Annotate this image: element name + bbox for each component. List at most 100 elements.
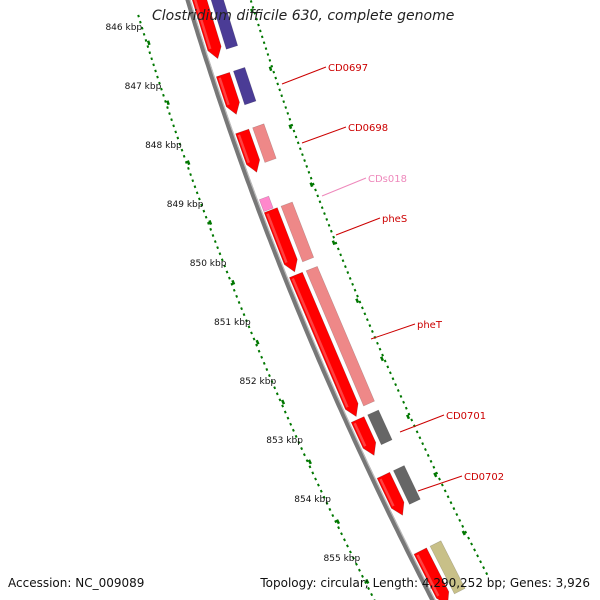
minor-tick <box>139 20 142 24</box>
minor-tick-outer <box>371 330 374 333</box>
minor-tick <box>257 349 261 353</box>
minor-tick <box>291 428 295 432</box>
backbone-line <box>185 0 436 600</box>
minor-tick-outer <box>346 271 350 274</box>
minor-tick <box>184 160 188 164</box>
minor-tick-outer <box>353 288 357 292</box>
minor-tick <box>319 489 323 493</box>
major-tick <box>365 578 370 584</box>
minor-tick <box>195 191 199 195</box>
minor-tick <box>187 167 190 170</box>
cds-arrow-highlight <box>291 278 349 408</box>
minor-tick <box>176 136 180 140</box>
minor-tick <box>334 520 338 524</box>
minor-tick <box>140 26 144 30</box>
minor-tick <box>364 580 367 584</box>
major-tick <box>307 459 312 465</box>
minor-tick-outer <box>394 383 398 387</box>
minor-tick <box>281 404 285 408</box>
tick-label: 848 kbp <box>145 141 182 151</box>
minor-tick-outer <box>404 406 408 410</box>
major-tick <box>231 279 236 285</box>
minor-tick-outer <box>341 259 345 263</box>
minor-tick-outer <box>294 135 298 139</box>
minor-tick-outer <box>270 64 274 68</box>
major-tick-outer <box>461 530 466 536</box>
leader-line <box>370 323 416 340</box>
gene-label: pheS <box>382 214 407 225</box>
minor-tick-outer <box>301 153 304 157</box>
minor-tick <box>189 173 192 177</box>
cds-arrow <box>376 471 405 516</box>
minor-tick <box>316 483 320 487</box>
minor-tick-outer <box>314 188 317 192</box>
minor-tick-outer <box>290 123 294 127</box>
minor-tick <box>302 453 306 457</box>
cds-arrow <box>413 547 450 600</box>
tick-label: 846 kbp <box>105 23 142 33</box>
minor-tick-outer <box>284 106 288 109</box>
minor-tick <box>204 215 208 219</box>
minor-tick-outer <box>438 477 441 481</box>
minor-tick-outer <box>264 47 268 50</box>
minor-tick-outer <box>292 129 296 133</box>
minor-tick <box>160 87 163 91</box>
cds-arrow-highlight <box>379 478 395 507</box>
minor-tick-outer <box>253 11 257 15</box>
cds-arrow-highlight <box>266 213 288 263</box>
leader-line <box>281 66 327 85</box>
minor-tick-outer <box>386 365 390 369</box>
minor-tick <box>286 416 290 420</box>
minor-tick-outer <box>455 512 459 517</box>
feature-layer <box>191 0 466 600</box>
minor-tick <box>172 124 175 128</box>
tick-label: 847 kbp <box>125 82 162 92</box>
minor-tick-outer <box>329 229 333 233</box>
major-tick-outer <box>379 356 385 362</box>
minor-tick-outer <box>363 312 367 316</box>
major-tick <box>146 40 151 46</box>
minor-tick-outer <box>259 29 262 33</box>
gene-label: CD0698 <box>348 123 388 134</box>
minor-tick <box>275 392 279 396</box>
minor-tick-outer <box>276 82 280 86</box>
minor-tick <box>200 203 203 207</box>
minor-tick <box>154 69 157 73</box>
minor-tick <box>158 81 161 85</box>
minor-tick <box>191 179 195 183</box>
minor-tick-outer <box>249 0 253 3</box>
minor-tick <box>297 440 301 445</box>
minor-tick <box>357 568 361 572</box>
cds-arrow-highlight <box>353 422 367 447</box>
minor-tick <box>170 118 173 122</box>
cds-arrow <box>350 416 377 456</box>
minor-tick <box>337 526 341 530</box>
minor-tick-outer <box>305 164 309 168</box>
minor-tick <box>216 246 219 250</box>
minor-tick <box>351 556 355 560</box>
minor-tick-outer <box>476 554 480 558</box>
minor-tick <box>314 477 318 481</box>
minor-tick-outer <box>424 448 427 452</box>
minor-tick <box>273 386 277 390</box>
minor-tick <box>240 307 243 311</box>
minor-tick <box>180 148 184 152</box>
minor-tick-outer <box>298 147 302 151</box>
minor-tick-outer <box>266 53 270 56</box>
cog-block <box>210 0 239 50</box>
ncrna-feature <box>258 195 274 212</box>
minor-tick <box>348 550 352 554</box>
minor-tick <box>322 495 326 499</box>
minor-tick-outer <box>311 182 315 186</box>
minor-tick-outer <box>376 341 379 345</box>
minor-tick <box>294 434 298 438</box>
minor-tick <box>162 93 165 97</box>
minor-tick <box>168 112 171 116</box>
major-tick <box>255 339 260 345</box>
minor-tick-outer <box>440 483 444 487</box>
major-tick-outer <box>309 182 314 188</box>
backbone-layer <box>185 0 436 600</box>
minor-tick <box>211 234 215 237</box>
minor-tick-outer <box>339 253 343 257</box>
minor-tick-outer <box>318 200 322 204</box>
